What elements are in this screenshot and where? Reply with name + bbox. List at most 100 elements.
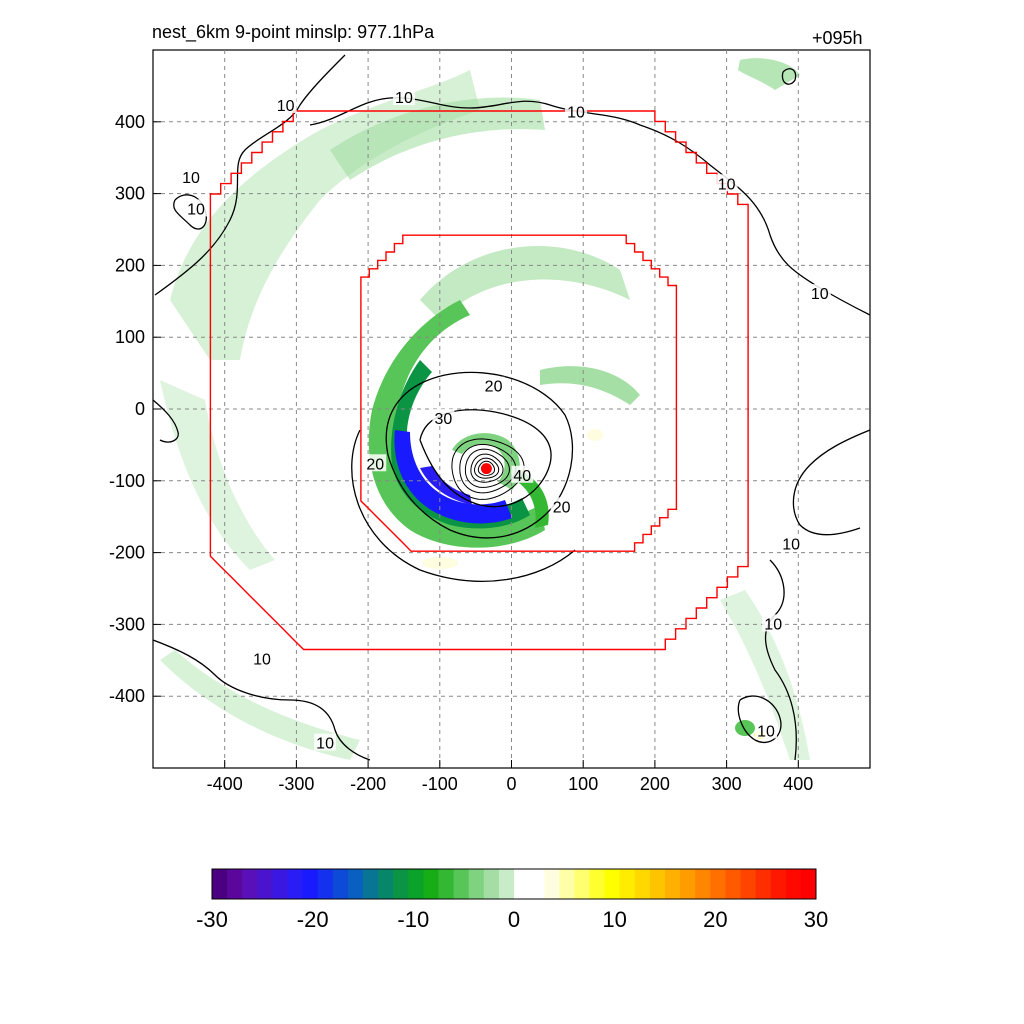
x-tick-label: 400 — [783, 774, 813, 794]
contour-label-bg — [392, 88, 415, 106]
y-tick-label: -300 — [109, 614, 145, 634]
contour-20 — [385, 371, 574, 539]
contour-label: 10 — [757, 723, 775, 740]
colorbar-swatch — [378, 869, 394, 899]
colorbar-swatch — [619, 869, 636, 899]
contour-inner-ring — [459, 443, 517, 494]
colorbar-tick-label: 0 — [508, 907, 520, 932]
contour-inner-ring — [477, 460, 495, 476]
contour-10-se — [764, 559, 797, 761]
colorbar-swatch — [287, 869, 304, 899]
colorbar-frame — [211, 868, 817, 900]
y-tick-label: 300 — [115, 184, 145, 204]
colorbar-tick-label: -30 — [196, 907, 228, 932]
contour-10-west — [153, 399, 179, 443]
colorbar-swatch — [393, 869, 409, 899]
contour-label-bg — [715, 174, 738, 192]
field-patch-n — [330, 97, 545, 180]
colorbar-swatch — [423, 869, 439, 899]
contour-10-blob-w — [173, 194, 207, 230]
contour-label: 10 — [277, 98, 295, 115]
contour-labels: 10 10 10 10 10 10 10 20 30 20 40 20 10 10 10 10 10 — [180, 88, 831, 753]
inner-nest-boundary — [360, 234, 678, 552]
contour-label: 10 — [782, 537, 800, 554]
y-tick-label: -100 — [109, 471, 145, 491]
field-patch-east-band — [540, 366, 640, 405]
y-tick-label: 200 — [115, 255, 145, 275]
field-patch-w — [160, 380, 275, 570]
contour-label-bg — [180, 167, 203, 185]
contour-label-bg — [314, 733, 337, 751]
chart-title: nest_6km 9-point minslp: 977.1hPa — [152, 22, 435, 42]
contour-label: 10 — [316, 736, 334, 753]
contour-inner-ring — [474, 457, 500, 479]
colorbar-swatch — [332, 869, 349, 899]
contour-label-bg — [432, 409, 455, 427]
field-green-spot-se — [735, 720, 755, 736]
colorbar-swatch — [544, 869, 560, 899]
colorbar-swatch — [529, 869, 545, 899]
contour-10-blob-ne — [781, 68, 797, 85]
colorbar-tick-label: 30 — [804, 907, 828, 932]
contour-inner-ring — [451, 438, 525, 500]
contour-10-sw — [153, 639, 371, 761]
field-band-mid — [391, 360, 530, 529]
colorbar-swatch — [514, 869, 530, 899]
field-patch-ne — [738, 58, 800, 90]
x-tick-label: 300 — [712, 774, 742, 794]
colorbar-swatch — [468, 869, 485, 899]
field-band-core — [394, 430, 512, 524]
field-patch-nw — [170, 70, 480, 360]
field-eyewall — [452, 433, 520, 490]
colorbar-swatch — [498, 869, 515, 899]
colorbar-swatch — [453, 869, 470, 899]
storm-center — [479, 462, 493, 476]
colorbar-swatch — [725, 869, 741, 899]
x-tick-label: -100 — [422, 774, 458, 794]
colorbar-swatch — [665, 869, 681, 899]
x-tick-label: -400 — [207, 774, 243, 794]
colorbar-swatch — [242, 869, 258, 899]
nest-boundaries — [209, 110, 749, 651]
colorbar-swatch — [785, 869, 802, 899]
colorbar-swatch — [634, 869, 651, 899]
colorbar-swatch — [347, 869, 364, 899]
colorbar-swatch — [800, 869, 817, 899]
outer-nest-boundary — [209, 110, 749, 651]
y-axis-ticks: 400 300 200 100 0 -100 -200 -300 -400 — [109, 112, 161, 706]
contour-label-bg — [511, 465, 534, 483]
x-tick-label: 100 — [568, 774, 598, 794]
colorbar-swatch — [574, 869, 590, 899]
y-tick-label: 0 — [135, 399, 145, 419]
field-yellow-spot-east — [587, 429, 603, 441]
contour-label: 20 — [485, 379, 503, 396]
colorbar-swatch — [302, 869, 319, 899]
colorbar-tick-label: 20 — [703, 907, 727, 932]
x-axis-ticks: -400 -300 -200 -100 0 100 200 300 400 — [207, 760, 813, 794]
colorbar-swatch — [559, 869, 575, 899]
colorbar-swatch — [710, 869, 726, 899]
contour-label-bg — [565, 102, 588, 120]
colorbar-swatch — [227, 869, 243, 899]
colorbar-tick-label: -20 — [297, 907, 329, 932]
contour-label-bg — [274, 96, 297, 114]
contour-label: 20 — [553, 499, 571, 516]
contour-label: 10 — [253, 652, 271, 669]
y-tick-label: 100 — [115, 327, 145, 347]
contour-label: 20 — [366, 456, 384, 473]
contour-label: 10 — [718, 176, 736, 193]
colorbar-swatch — [770, 869, 787, 899]
colorbar-swatch — [438, 869, 455, 899]
contour-label-bg — [185, 199, 208, 217]
contour-label: 10 — [811, 286, 829, 303]
colorbar: -30 -20 -10 0 10 20 30 — [196, 868, 828, 932]
contour-label: 10 — [567, 104, 585, 121]
field-shading — [160, 58, 810, 760]
field-patch-se — [720, 590, 810, 760]
contour-label-bg — [762, 614, 785, 632]
colorbar-swatch — [363, 869, 379, 899]
contour-10-south — [351, 429, 576, 582]
field-south-arc — [515, 470, 549, 528]
contour-label-bg — [780, 534, 803, 552]
